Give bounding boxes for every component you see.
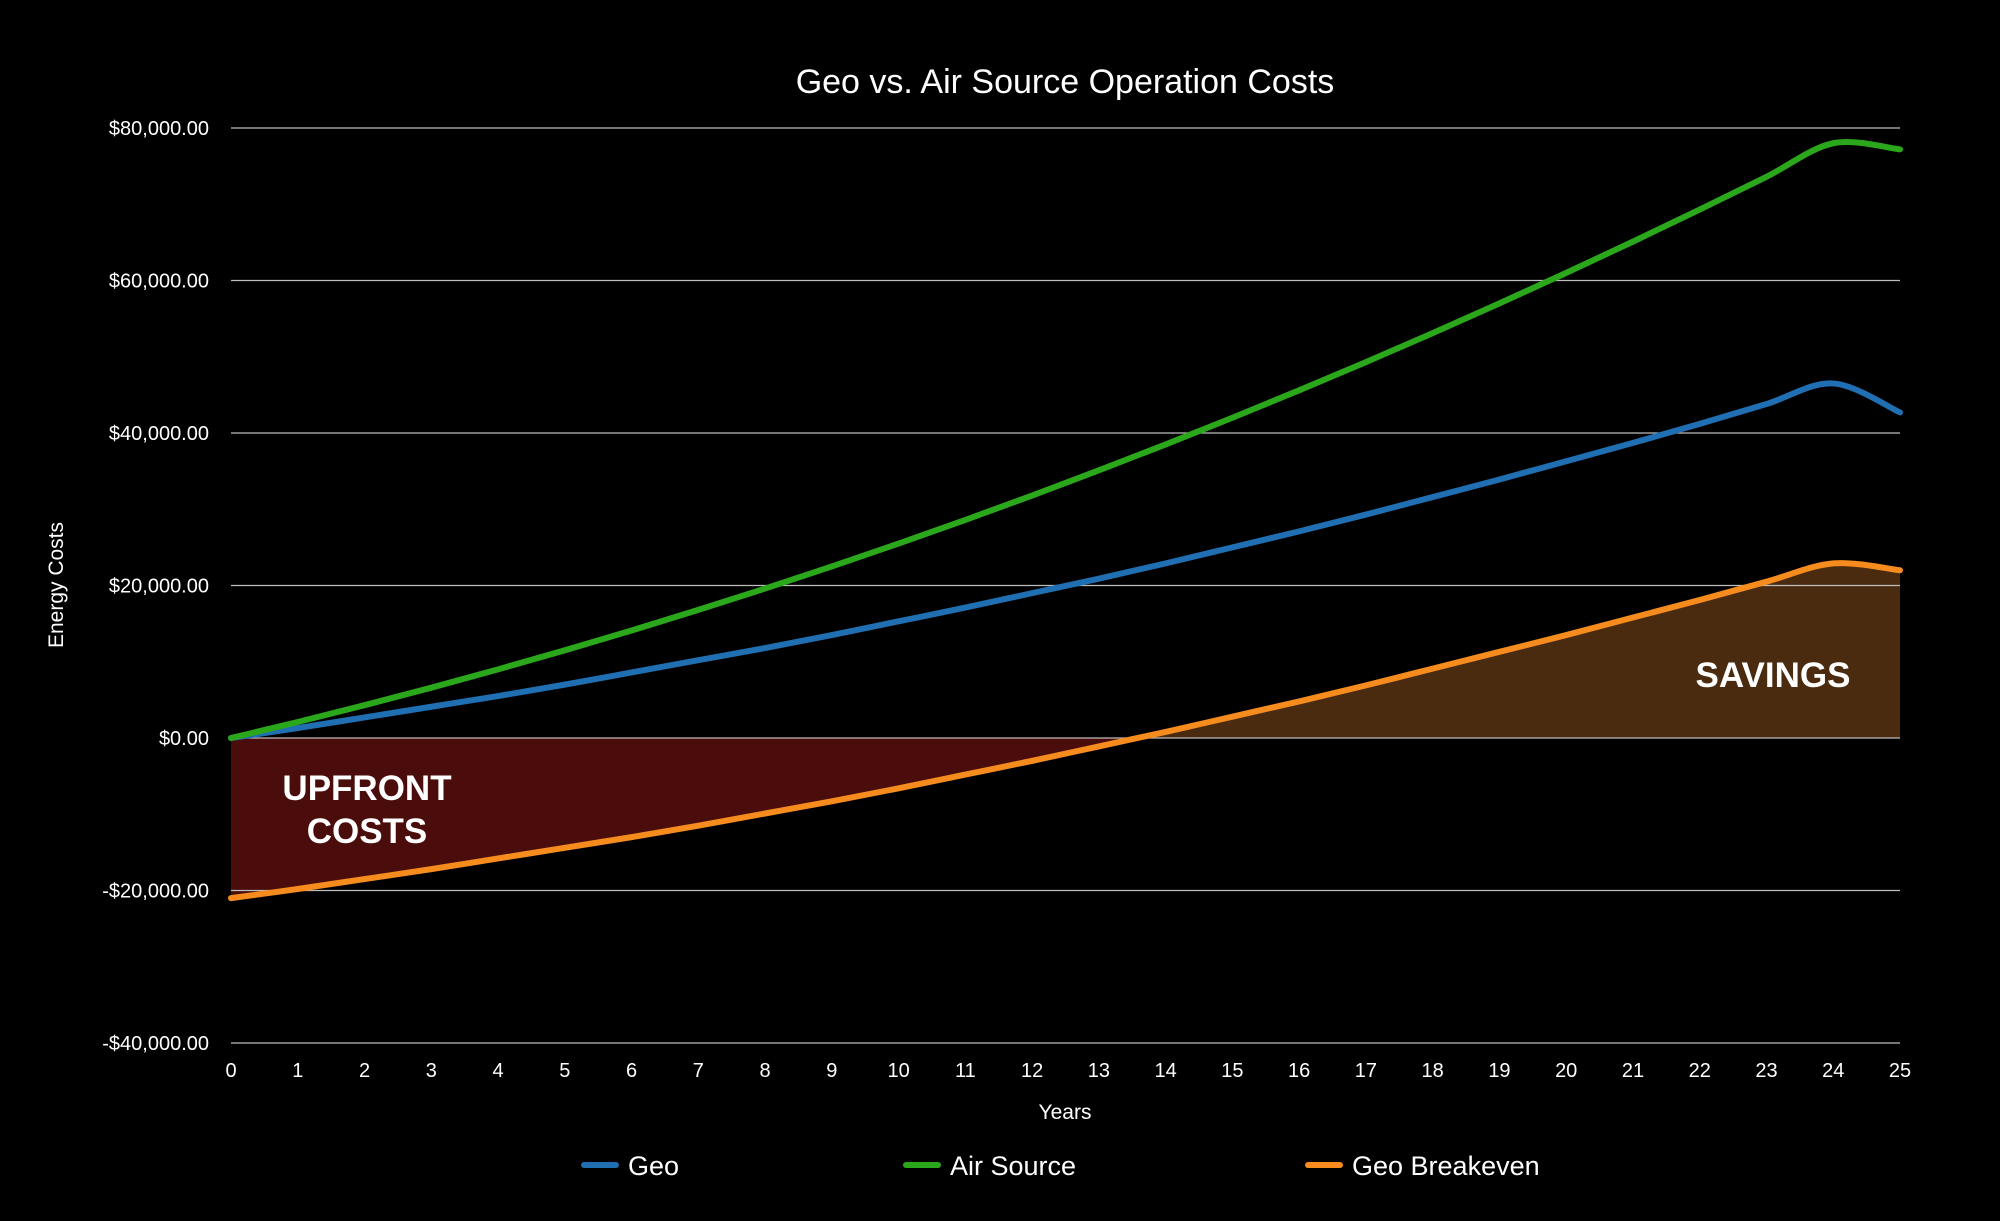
x-tick-label: 25: [1889, 1060, 1911, 1082]
upfront-costs-label-line2: COSTS: [307, 812, 428, 851]
y-axis-title: Energy Costs: [45, 522, 68, 648]
series-lines: [228, 139, 1903, 902]
x-tick-label: 6: [626, 1060, 637, 1082]
savings-label: SAVINGS: [1696, 656, 1851, 695]
x-tick-label: 19: [1488, 1060, 1510, 1082]
x-tick-label: 2: [359, 1060, 370, 1082]
savings-area: [231, 563, 1900, 738]
x-tick-label: 17: [1355, 1060, 1377, 1082]
x-axis-ticks: 0 1 2 3 4 5 6 7 8 9 10 11 12 13 14 15 16 17 18 19 20 21 22 23 24…: [225, 1060, 1911, 1082]
upfront-costs-label-line1: UPFRONT: [282, 769, 451, 808]
x-tick-label: 13: [1088, 1060, 1110, 1082]
x-tick-label: 20: [1555, 1060, 1577, 1082]
y-tick-label: $40,000.00: [109, 423, 209, 445]
y-tick-label: -$20,000.00: [102, 881, 209, 903]
y-tick-label: $80,000.00: [109, 118, 209, 140]
legend: Geo Air Source Geo Breakeven: [581, 1151, 1540, 1181]
x-axis-title: Years: [1039, 1101, 1092, 1124]
x-tick-label: 7: [693, 1060, 704, 1082]
x-tick-label: 9: [826, 1060, 837, 1082]
y-axis-ticks: $80,000.00 $60,000.00 $40,000.00 $20,000.00…: [102, 118, 209, 1055]
series-line-geo-breakeven: [228, 560, 1903, 902]
legend-label-geo: Geo: [628, 1151, 679, 1181]
x-tick-label: 3: [426, 1060, 437, 1082]
x-tick-label: 15: [1221, 1060, 1243, 1082]
x-tick-label: 1: [292, 1060, 303, 1082]
area-fills: [231, 563, 1900, 899]
x-tick-label: 4: [492, 1060, 503, 1082]
x-tick-label: 24: [1822, 1060, 1844, 1082]
upfront-costs-area: [231, 738, 1900, 899]
y-tick-label: $0.00: [159, 728, 209, 750]
x-tick-label: 21: [1622, 1060, 1644, 1082]
x-tick-label: 16: [1288, 1060, 1310, 1082]
x-tick-label: 14: [1155, 1060, 1177, 1082]
legend-label-air-source: Air Source: [950, 1151, 1076, 1181]
y-tick-label: $60,000.00: [109, 271, 209, 293]
x-tick-label: 22: [1689, 1060, 1711, 1082]
x-tick-label: 12: [1021, 1060, 1043, 1082]
chart-title: Geo vs. Air Source Operation Costs: [796, 63, 1335, 101]
series-line-air-source: [228, 139, 1903, 741]
x-tick-label: 8: [760, 1060, 771, 1082]
x-tick-label: 0: [225, 1060, 236, 1082]
y-tick-label: $20,000.00: [109, 576, 209, 598]
x-tick-label: 23: [1755, 1060, 1777, 1082]
series-line-geo: [228, 380, 1903, 741]
x-tick-label: 18: [1422, 1060, 1444, 1082]
x-tick-label: 5: [559, 1060, 570, 1082]
legend-label-geo-breakeven: Geo Breakeven: [1352, 1151, 1540, 1181]
annotations: UPFRONT COSTS SAVINGS: [282, 656, 1850, 851]
x-tick-label: 10: [887, 1060, 909, 1082]
y-tick-label: -$40,000.00: [102, 1033, 209, 1055]
x-tick-label: 11: [955, 1060, 976, 1082]
